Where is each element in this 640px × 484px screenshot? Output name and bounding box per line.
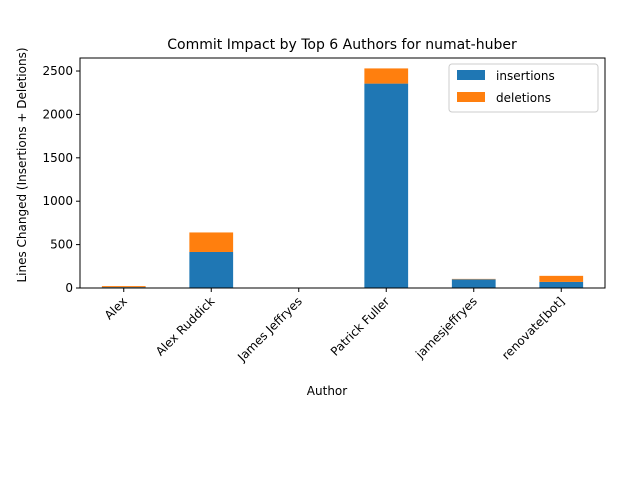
bar-insertions-4 bbox=[452, 279, 496, 288]
legend-swatch-deletions bbox=[457, 92, 485, 102]
x-axis-label: Author bbox=[307, 384, 347, 398]
y-tick-label: 2500 bbox=[42, 64, 73, 78]
legend-label-insertions: insertions bbox=[496, 69, 555, 83]
y-axis-label: Lines Changed (Insertions + Deletions) bbox=[15, 47, 29, 282]
bar-insertions-5 bbox=[539, 282, 583, 288]
y-tick-label: 1000 bbox=[42, 194, 73, 208]
x-tick-label: jamesjeffryes bbox=[412, 294, 480, 362]
legend-swatch-insertions bbox=[457, 70, 485, 80]
bar-insertions-1 bbox=[189, 252, 233, 288]
y-tick-label: 1500 bbox=[42, 151, 73, 165]
x-tick-label: James Jeffryes bbox=[234, 294, 305, 365]
legend-label-deletions: deletions bbox=[496, 91, 551, 105]
bar-deletions-0 bbox=[102, 286, 146, 287]
bar-deletions-3 bbox=[364, 68, 408, 83]
bar-insertions-3 bbox=[364, 84, 408, 288]
x-axis-ticks: Alex Alex Ruddick James Jeffryes Patrick Fu… bbox=[102, 288, 568, 365]
legend: insertions deletions bbox=[449, 64, 598, 112]
chart-title: Commit Impact by Top 6 Authors for numat… bbox=[167, 37, 517, 53]
x-tick-label: Alex Ruddick bbox=[153, 294, 217, 358]
y-axis-ticks: 0 500 1000 1500 2000 2500 bbox=[42, 64, 80, 295]
y-tick-label: 0 bbox=[65, 281, 73, 295]
x-tick-label: Alex bbox=[102, 294, 130, 322]
y-tick-label: 500 bbox=[50, 238, 73, 252]
x-tick-label: renovate[bot] bbox=[499, 294, 567, 362]
x-tick-label: Patrick Fuller bbox=[328, 294, 393, 359]
bar-deletions-5 bbox=[539, 276, 583, 282]
y-tick-label: 2000 bbox=[42, 107, 73, 121]
bar-deletions-1 bbox=[189, 232, 233, 252]
